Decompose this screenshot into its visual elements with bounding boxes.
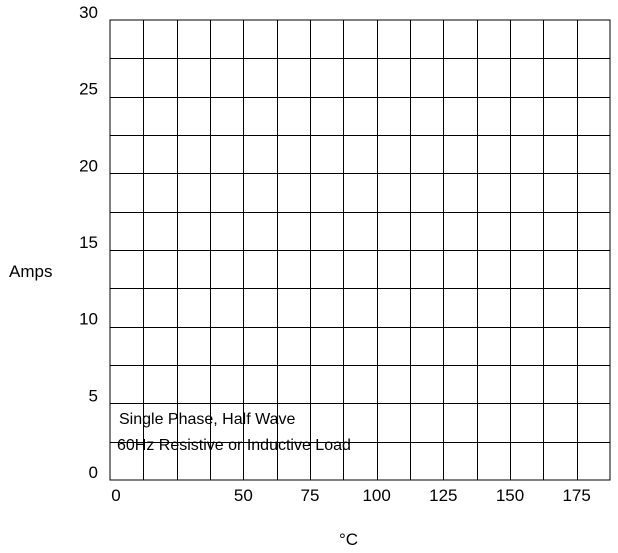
y-tick-label: 30 [79,3,98,22]
x-tick-label: 50 [234,486,253,505]
chart-annotation-line-2: 60Hz Resistive or Inductive Load [117,437,351,454]
x-tick-label: 75 [301,486,320,505]
y-tick-label: 20 [79,156,98,175]
chart-annotation-line-1: Single Phase, Half Wave [119,411,295,428]
y-tick-label: 0 [89,463,98,482]
x-tick-label: 100 [362,486,390,505]
x-tick-label: 150 [496,486,524,505]
y-tick-label: 15 [79,233,98,252]
y-tick-label: 5 [89,386,98,405]
x-tick-label: 175 [562,486,590,505]
y-tick-label: 10 [79,310,98,329]
y-axis-label: Amps [9,262,52,281]
x-axis-label: °C [339,530,358,549]
x-tick-label: 0 [111,486,120,505]
x-tick-label: 125 [429,486,457,505]
y-tick-label: 25 [79,80,98,99]
